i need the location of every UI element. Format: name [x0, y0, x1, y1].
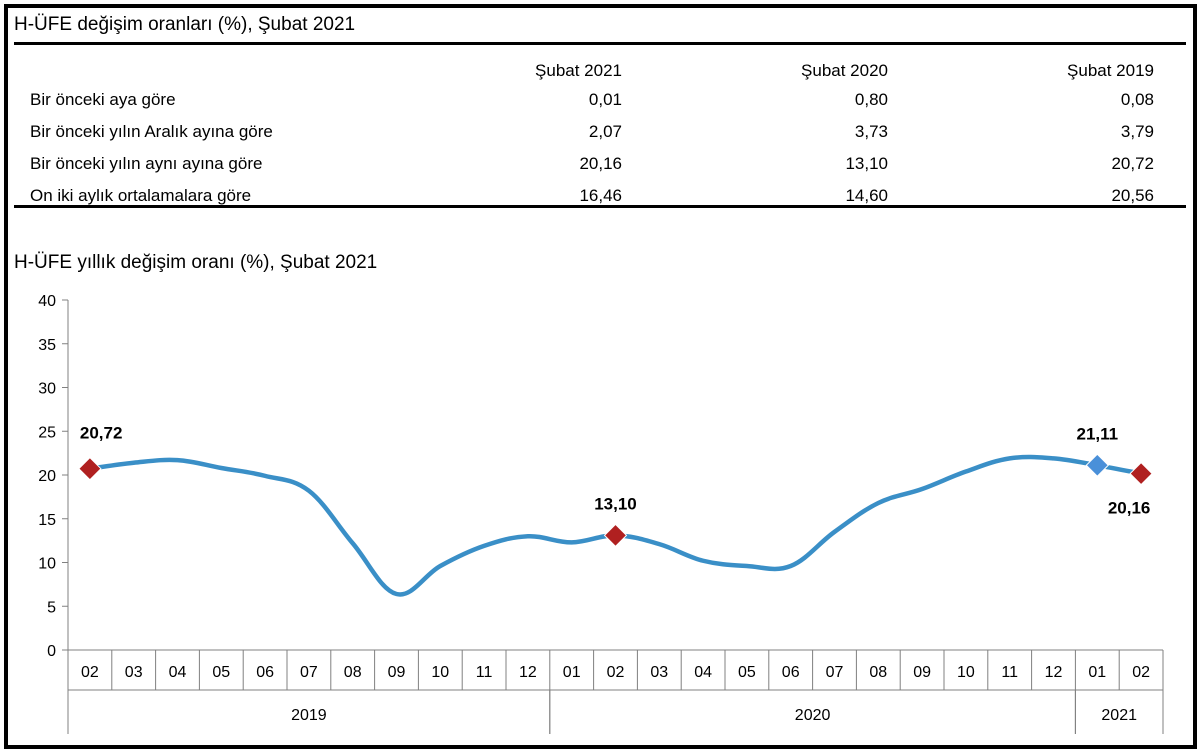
table-header-row: Şubat 2021 Şubat 2020 Şubat 2019 — [22, 58, 1162, 84]
x-tick-label: 10 — [431, 664, 449, 681]
y-tick-label: 25 — [38, 424, 56, 441]
table-row: On iki aylık ortalamalara göre 16,46 14,… — [22, 180, 1162, 212]
table-cell: 20,56 — [1111, 186, 1154, 205]
x-tick-label: 02 — [81, 664, 99, 681]
figure-frame — [4, 4, 1197, 749]
row-label: On iki aylık ortalamalara göre — [30, 186, 252, 205]
table-title: H-ÜFE değişim oranları (%), Şubat 2021 — [14, 14, 356, 35]
table-row: Bir önceki yılın Aralık ayına göre 2,07 … — [22, 116, 1162, 148]
x-tick-label: 11 — [1001, 664, 1018, 681]
x-tick-label: 06 — [256, 664, 274, 681]
x-tick-label: 09 — [913, 664, 931, 681]
column-header: Şubat 2021 — [535, 61, 622, 80]
data-label: 20,72 — [80, 424, 123, 443]
change-rates-table: Şubat 2021 Şubat 2020 Şubat 2019 Bir önc… — [22, 58, 1162, 212]
x-tick-label: 05 — [212, 664, 230, 681]
data-label: 21,11 — [1076, 424, 1118, 443]
data-point-marker — [603, 523, 628, 548]
table-cell: 20,72 — [1111, 154, 1154, 173]
y-tick-label: 10 — [38, 556, 56, 573]
year-group-label: 2021 — [1101, 707, 1137, 724]
row-label: Bir önceki aya göre — [30, 90, 176, 109]
data-label: 13,10 — [594, 494, 637, 513]
data-point-marker — [1129, 461, 1153, 486]
x-tick-label: 07 — [826, 664, 844, 681]
table-cell: 14,60 — [845, 186, 888, 205]
table-bottom-rule — [14, 205, 1186, 208]
column-header: Şubat 2020 — [801, 61, 888, 80]
table-cell: 3,79 — [1120, 122, 1154, 141]
y-tick-label: 20 — [38, 468, 56, 485]
chart-title: H-ÜFE yıllık değişim oranı (%), Şubat 20… — [14, 252, 378, 273]
x-tick-label: 08 — [344, 664, 362, 681]
y-tick-label: 35 — [38, 337, 56, 354]
x-tick-label: 04 — [169, 664, 187, 681]
table-cell: 0,08 — [1120, 90, 1154, 109]
x-tick-label: 03 — [650, 664, 668, 681]
row-label: Bir önceki yılın Aralık ayına göre — [30, 122, 273, 141]
table-cell: 2,07 — [588, 122, 622, 141]
x-tick-label: 12 — [1045, 664, 1063, 681]
year-group-label: 2020 — [795, 707, 831, 724]
year-group-label: 2019 — [291, 707, 327, 724]
x-tick-label: 05 — [738, 664, 756, 681]
x-tick-label: 08 — [869, 664, 887, 681]
column-header: Şubat 2019 — [1067, 61, 1154, 80]
x-tick-label: 11 — [476, 664, 493, 681]
y-tick-label: 0 — [47, 643, 56, 660]
x-tick-label: 04 — [694, 664, 712, 681]
x-tick-label: 07 — [300, 664, 318, 681]
y-tick-label: 40 — [38, 293, 56, 310]
x-tick-label: 01 — [1088, 664, 1106, 681]
data-point-marker — [1085, 453, 1110, 477]
data-point-marker — [78, 456, 102, 481]
x-tick-label: 10 — [957, 664, 975, 681]
table-cell: 3,73 — [854, 122, 888, 141]
y-tick-label: 15 — [38, 512, 56, 529]
x-tick-label: 09 — [388, 664, 406, 681]
table-title-rule — [14, 42, 1186, 45]
table-cell: 16,46 — [579, 186, 622, 205]
x-tick-label: 02 — [1132, 664, 1150, 681]
row-label: Bir önceki yılın aynı ayına göre — [30, 154, 263, 173]
table-cell: 0,80 — [854, 90, 888, 109]
table-cell: 20,16 — [579, 154, 622, 173]
x-tick-label: 06 — [782, 664, 800, 681]
x-tick-label: 12 — [519, 664, 537, 681]
table-cell: 0,01 — [588, 90, 622, 109]
table-row: Bir önceki yılın aynı ayına göre 20,16 1… — [22, 148, 1162, 180]
x-tick-label: 03 — [125, 664, 143, 681]
y-tick-label: 30 — [38, 381, 56, 398]
x-tick-label: 02 — [607, 664, 625, 681]
data-label: 20,16 — [1108, 499, 1151, 518]
table-row: Bir önceki aya göre 0,01 0,80 0,08 — [22, 84, 1162, 116]
table-cell: 13,10 — [845, 154, 888, 173]
x-tick-label: 01 — [563, 664, 581, 681]
y-tick-label: 5 — [47, 599, 56, 616]
